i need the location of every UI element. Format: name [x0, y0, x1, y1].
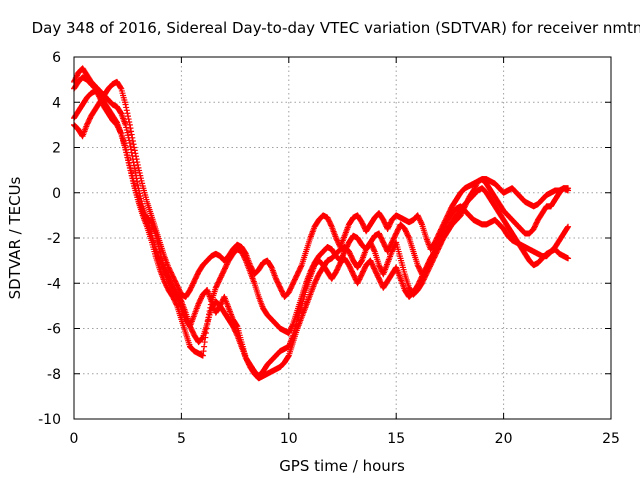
x-axis-label: GPS time / hours	[279, 457, 405, 475]
x-tick-label: 25	[602, 431, 620, 447]
data-point	[564, 224, 571, 231]
y-tick-label: 2	[52, 141, 61, 157]
data-point	[565, 223, 572, 230]
x-tick-label: 0	[70, 431, 79, 447]
y-tick-label: -10	[38, 412, 61, 428]
data-point	[125, 113, 132, 120]
data-point	[125, 116, 132, 123]
data-point	[198, 335, 205, 342]
x-tick-label: 5	[177, 431, 186, 447]
data-point	[131, 147, 138, 154]
data-point	[123, 107, 130, 114]
data-point	[285, 353, 292, 360]
data-point	[122, 101, 129, 108]
data-point	[371, 247, 378, 254]
data-point	[405, 233, 412, 240]
x-tick-label: 20	[495, 431, 513, 447]
x-tick-label: 15	[387, 431, 405, 447]
data-point	[132, 153, 139, 160]
data-point	[127, 125, 134, 132]
x-tick-labels: 0 5 10 15 20 25	[70, 431, 620, 447]
data-point	[298, 263, 305, 270]
data-point	[418, 220, 425, 227]
data-point	[124, 110, 131, 117]
y-tick-label: -2	[47, 231, 61, 247]
data-point	[289, 322, 296, 329]
data-point	[127, 143, 134, 150]
data-point	[134, 178, 141, 185]
y-tick-label: 4	[52, 95, 61, 111]
data-point	[128, 128, 135, 135]
data-point	[117, 129, 124, 136]
data-point	[201, 339, 208, 346]
data-point	[129, 134, 136, 141]
chart-title: Day 348 of 2016, Sidereal Day-to-day VTE…	[32, 19, 640, 37]
y-tick-label: -6	[47, 322, 61, 338]
data-point	[233, 330, 240, 337]
series-track-2	[71, 87, 572, 359]
data-point	[201, 343, 208, 350]
y-tick-labels: -10 -8 -6 -4 -2 0 2 4 6	[38, 50, 61, 428]
y-tick-label: 6	[52, 50, 61, 66]
data-point	[128, 131, 135, 138]
data-point	[565, 187, 572, 194]
data-point	[132, 169, 139, 176]
data-point	[126, 139, 133, 146]
data-point	[123, 104, 130, 111]
data-point	[128, 146, 135, 153]
y-tick-label: 0	[52, 186, 61, 202]
data-point	[199, 352, 206, 359]
data-point	[126, 118, 133, 125]
data-point	[129, 138, 136, 145]
data-point	[328, 222, 335, 229]
plot-frame	[73, 56, 612, 420]
y-tick-label: -4	[47, 276, 61, 292]
data-point	[173, 301, 180, 308]
y-axis-label: SDTVAR / TECUs	[6, 176, 24, 299]
data-point	[131, 165, 138, 172]
data-point	[134, 159, 141, 166]
data-point	[134, 161, 141, 168]
series-track-4	[71, 74, 572, 380]
data-point	[565, 255, 572, 262]
data-point	[133, 156, 140, 163]
data-point	[130, 141, 137, 148]
data-point	[126, 121, 133, 128]
data-point	[117, 84, 124, 91]
data-point	[132, 150, 139, 157]
data-series	[71, 65, 572, 382]
data-point	[200, 348, 207, 355]
data-point	[134, 181, 141, 188]
y-tick-label: -8	[47, 367, 61, 383]
x-tick-label: 10	[280, 431, 298, 447]
data-point	[131, 144, 138, 151]
